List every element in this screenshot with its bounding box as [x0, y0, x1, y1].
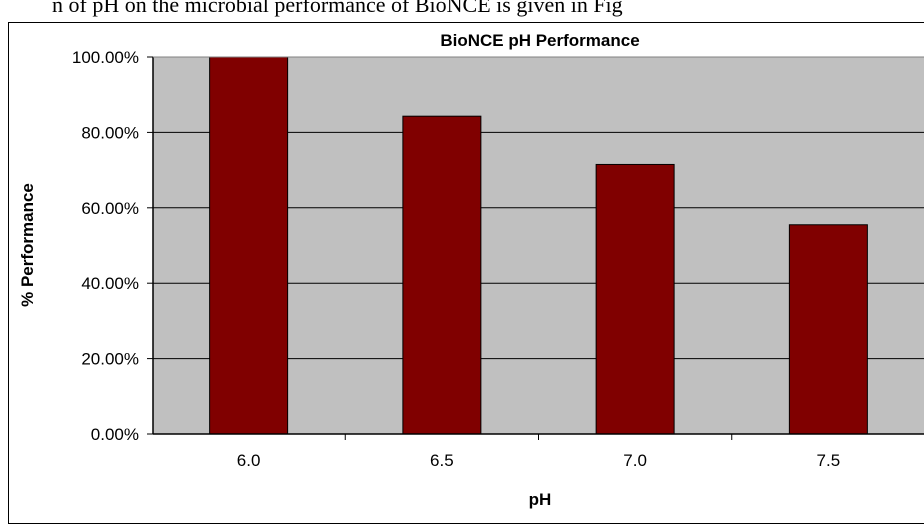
bar	[402, 115, 482, 435]
chart-title: BioNCE pH Performance	[440, 31, 639, 50]
y-tick-label: 0.00%	[91, 425, 139, 444]
y-tick-label: 80.00%	[81, 123, 139, 142]
bar	[595, 163, 675, 435]
bar-chart: 0.00% 20.00% 40.00% 60.00% 80.00% 100.00% 6.0…	[18, 31, 924, 509]
bar	[788, 224, 868, 435]
x-tick-label: 7.5	[817, 451, 841, 470]
y-tick-label: 20.00%	[81, 350, 139, 369]
x-tick-label: 6.0	[237, 451, 261, 470]
y-tick-label: 40.00%	[81, 274, 139, 293]
x-axis-label: pH	[529, 490, 552, 509]
x-tick-label: 6.5	[430, 451, 454, 470]
y-axis-label: % Performance	[18, 183, 37, 307]
document-caption-fragment: n of pH on the microbial performance of …	[52, 0, 623, 17]
y-tick-label: 60.00%	[81, 199, 139, 218]
bar	[209, 56, 289, 435]
x-tick-label: 7.0	[623, 451, 647, 470]
y-tick-label: 100.00%	[72, 48, 139, 67]
